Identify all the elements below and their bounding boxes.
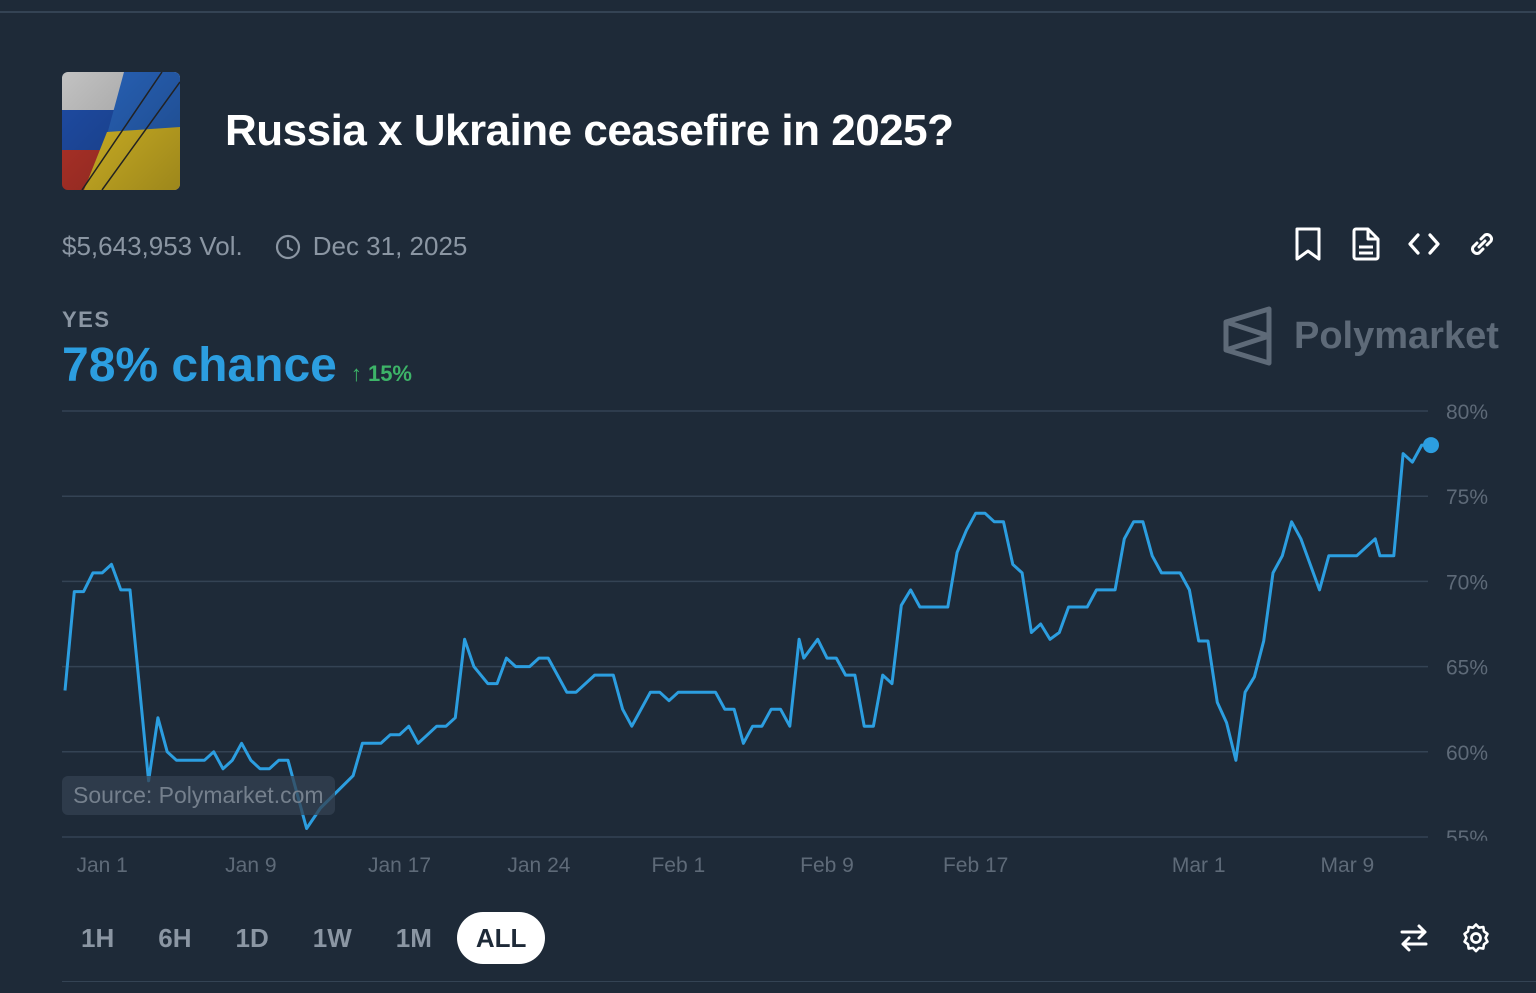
current-price-dot	[1423, 437, 1439, 454]
x-tick-label: Feb 17	[943, 854, 1008, 877]
x-tick-label: Jan 9	[225, 854, 276, 877]
y-tick-label: 70%	[1446, 571, 1488, 594]
x-tick-label: Mar 9	[1321, 854, 1375, 877]
volume: $5,643,953 Vol.	[62, 231, 243, 261]
range-all[interactable]: ALL	[456, 912, 546, 964]
range-1h[interactable]: 1H	[81, 923, 115, 953]
range-1w[interactable]: 1W	[312, 923, 352, 953]
time-range-selector: 1H 6H 1D 1W 1M ALL	[62, 912, 546, 964]
polymarket-watermark: Polymarket	[1222, 306, 1499, 366]
x-tick-label: Feb 1	[651, 854, 705, 877]
clock-icon	[275, 234, 301, 260]
bookmark-icon[interactable]	[1290, 226, 1326, 262]
outcome-chance: 78% chance ↑ 15%	[62, 338, 412, 393]
end-date: Dec 31, 2025	[312, 231, 468, 261]
market-meta: $5,643,953 Vol. Dec 31, 2025	[62, 231, 467, 262]
market-actions	[1290, 226, 1500, 262]
outcome-label: YES	[62, 307, 111, 332]
y-tick-label: 75%	[1446, 486, 1488, 509]
source-label: Source: Polymarket.com	[62, 776, 335, 815]
y-tick-label: 60%	[1446, 742, 1488, 765]
x-tick-label: Jan 17	[368, 854, 431, 877]
embed-code-icon[interactable]	[1406, 226, 1442, 262]
delta-value: 15%	[367, 361, 412, 386]
chart-tools	[1394, 918, 1496, 958]
range-6h[interactable]: 6H	[158, 923, 192, 953]
x-tick-label: Feb 9	[800, 854, 854, 877]
polymarket-logo-icon	[1223, 306, 1272, 366]
chance-delta: ↑ 15%	[351, 361, 412, 387]
y-tick-label: 55%	[1446, 827, 1488, 850]
market-title: Russia x Ukraine ceasefire in 2025?	[225, 106, 954, 155]
bottom-divider	[62, 981, 1536, 982]
price-chart: 80% 75% 70% 65% 60% 55% Jan 1 Jan 9 Jan 17 Jan 24…	[62, 401, 1488, 877]
chance-value: 78% chance	[62, 339, 337, 392]
brand-name: Polymarket	[1294, 314, 1499, 357]
x-tick-label: Mar 1	[1172, 854, 1226, 877]
y-tick-label: 65%	[1446, 657, 1488, 680]
arrow-up-icon: ↑	[350, 361, 362, 386]
swap-icon[interactable]	[1394, 918, 1434, 958]
top-divider	[0, 11, 1536, 13]
market-image	[62, 72, 180, 190]
y-tick-label: 80%	[1446, 401, 1488, 424]
document-icon[interactable]	[1348, 226, 1384, 262]
price-line	[63, 443, 1431, 830]
x-tick-label: Jan 1	[76, 854, 127, 877]
range-1m[interactable]: 1M	[395, 923, 432, 953]
settings-gear-icon[interactable]	[1456, 918, 1496, 958]
range-1d[interactable]: 1D	[235, 923, 269, 953]
link-icon[interactable]	[1464, 226, 1500, 262]
x-tick-label: Jan 24	[507, 854, 570, 877]
